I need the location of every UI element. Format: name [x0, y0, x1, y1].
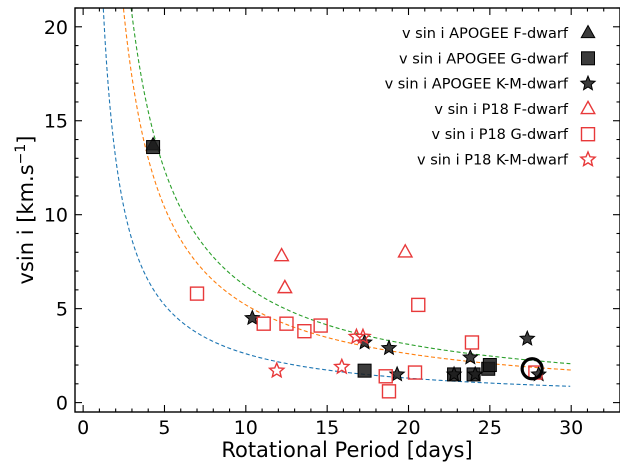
y-tick-label: 10 — [44, 205, 68, 227]
y-axis-title-sup: −1 — [13, 144, 29, 165]
data-point-s4-p6 — [381, 384, 397, 399]
model-curve-1 — [102, 8, 571, 387]
y-tick-label: 20 — [44, 17, 68, 39]
x-tick-label: 5 — [158, 417, 170, 439]
data-point-s1-p1 — [357, 363, 372, 378]
data-point-s3-p1 — [276, 279, 293, 294]
x-axis-title: Rotational Period [days] — [221, 438, 472, 462]
data-point-s1-p0 — [146, 140, 161, 155]
axis-ticks: 0 5 10 15 20 25 30 0 5 10 15 20 — [44, 7, 620, 439]
data-point-s2-p2 — [380, 339, 398, 356]
plot-frame — [74, 7, 620, 413]
data-point-s2-p4 — [445, 365, 463, 382]
y-axis-title-main: vsin i [km.s — [14, 164, 38, 284]
legend-label: v sin i APOGEE G-dwarf — [399, 51, 569, 67]
data-point-s4-p8 — [411, 297, 426, 313]
x-tick-label: 0 — [77, 417, 89, 439]
legend-marker — [580, 126, 596, 142]
data-point-s4-p9 — [464, 335, 480, 350]
legend-label: v sin i P18 G-dwarf — [432, 127, 569, 143]
data-point-s5-p0 — [267, 361, 286, 379]
data-point-s2-p0 — [243, 309, 261, 326]
model-curve-3 — [130, 8, 571, 365]
data-point-s1-p5 — [482, 358, 497, 373]
y-tick-label: 15 — [44, 111, 68, 133]
x-tick-label: 10 — [234, 417, 258, 439]
data-point-s4-p1 — [256, 316, 271, 331]
data-point-s5-p2 — [347, 327, 366, 345]
x-tick-label: 20 — [396, 417, 420, 439]
legend-marker — [580, 24, 596, 39]
legend-marker — [579, 150, 597, 168]
data-point-s3-p2 — [397, 243, 414, 258]
data-point-s2-p6 — [466, 365, 484, 382]
data-point-s5-p1 — [332, 357, 351, 375]
legend-marker — [581, 51, 595, 66]
data-point-s4-p3 — [297, 324, 312, 339]
data-point-s5-p3 — [354, 327, 372, 345]
legend-label: v sin i APOGEE K-M-dwarf — [385, 77, 569, 93]
data-point-s3-p0 — [273, 247, 290, 262]
data-point-s2-p7 — [518, 329, 536, 346]
data-point-s2-p5 — [461, 348, 479, 365]
y-tick-label: 5 — [56, 299, 68, 321]
data-point-s4-p7 — [407, 365, 423, 380]
legend-label: v sin i APOGEE F-dwarf — [402, 26, 569, 42]
legend-marker — [579, 74, 597, 91]
x-tick-label: 30 — [559, 417, 583, 439]
legend-marker — [580, 99, 596, 115]
legend-label: v sin i P18 K-M-dwarf — [417, 153, 569, 169]
x-tick-label: 25 — [478, 417, 502, 439]
data-point-s4-p4 — [313, 318, 328, 333]
legend-label: v sin i P18 F-dwarf — [434, 102, 568, 118]
y-axis-title: vsin i [km.s−1] — [13, 136, 38, 285]
highlight-circle — [520, 357, 544, 381]
data-points — [145, 136, 548, 399]
x-tick-label: 15 — [315, 417, 339, 439]
data-point-s4-p5 — [378, 369, 393, 384]
y-tick-label: 0 — [56, 393, 68, 415]
y-axis-title-end: ] — [14, 136, 38, 144]
legend: v sin i APOGEE F-dwarf v sin i APOGEE G-d… — [385, 24, 597, 169]
data-point-s4-p0 — [189, 286, 205, 301]
data-point-s4-p2 — [279, 316, 294, 331]
